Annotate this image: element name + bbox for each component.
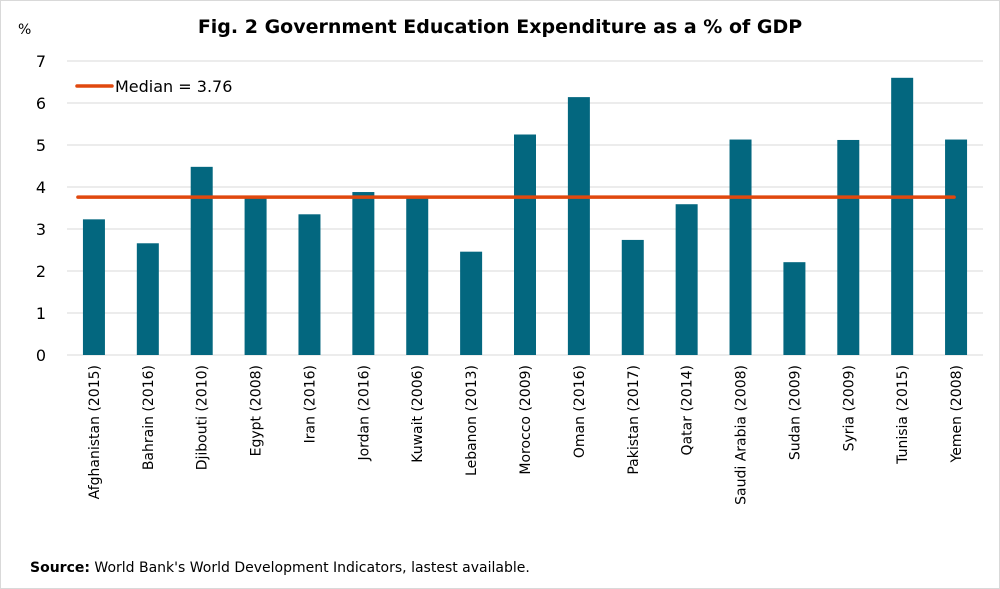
y-tick-label: 1 (36, 304, 46, 323)
y-axis-label: % (18, 22, 32, 38)
x-tick-label: Qatar (2014) (680, 365, 696, 455)
bar (82, 219, 105, 355)
x-tick-label: Tunisia (2015) (895, 365, 911, 465)
bar (891, 77, 914, 356)
x-tick-label: Yemen (2008) (949, 365, 965, 463)
bar (298, 214, 321, 355)
bar (783, 262, 806, 355)
x-tick-label: Syria (2009) (841, 365, 857, 451)
y-tick-label: 0 (36, 346, 46, 365)
bar (514, 134, 536, 355)
y-tick-label: 5 (36, 136, 46, 155)
y-tick-label: 3 (36, 220, 46, 239)
y-tick-label: 6 (36, 94, 46, 113)
x-tick-label: Morocco (2009) (518, 365, 534, 475)
x-tick-label: Lebanon (2013) (464, 365, 480, 476)
x-tick-label: Djibouti (2010) (195, 365, 211, 470)
source-text: World Bank's World Development Indicator… (89, 560, 530, 576)
bar (567, 97, 590, 356)
source-label: Source: (30, 560, 90, 576)
bar (621, 239, 644, 355)
chart-title: Fig. 2 Government Education Expenditure … (197, 16, 803, 38)
x-tick-label: Sudan (2009) (787, 365, 803, 460)
y-tick-label: 7 (36, 52, 46, 71)
x-tick-label: Oman (2016) (572, 365, 588, 458)
bar (352, 192, 375, 355)
y-tick-label: 2 (36, 262, 46, 281)
bar (460, 251, 483, 355)
x-tick-label: Afghanistan (2015) (87, 365, 103, 499)
x-tick-label: Saudi Arabia (2008) (734, 365, 750, 505)
x-tick-label: Iran (2016) (302, 365, 318, 443)
bar (675, 204, 698, 355)
bar (729, 139, 752, 355)
legend-median-label: Median = 3.76 (115, 77, 232, 96)
source-note: Source: World Bank's World Development I… (30, 560, 530, 576)
x-tick-label: Bahrain (2016) (141, 365, 157, 470)
x-tick-label: Kuwait (2006) (410, 365, 426, 463)
bar (406, 196, 429, 355)
bar (244, 195, 267, 355)
x-tick-label: Jordan (2016) (356, 365, 372, 462)
bar (945, 139, 968, 355)
bar (190, 166, 213, 355)
x-tick-label: Egypt (2008) (249, 365, 265, 456)
x-tick-label: Pakistan (2017) (626, 365, 642, 475)
y-tick-label: 4 (36, 178, 46, 197)
bar (837, 139, 860, 355)
bar (136, 243, 159, 355)
